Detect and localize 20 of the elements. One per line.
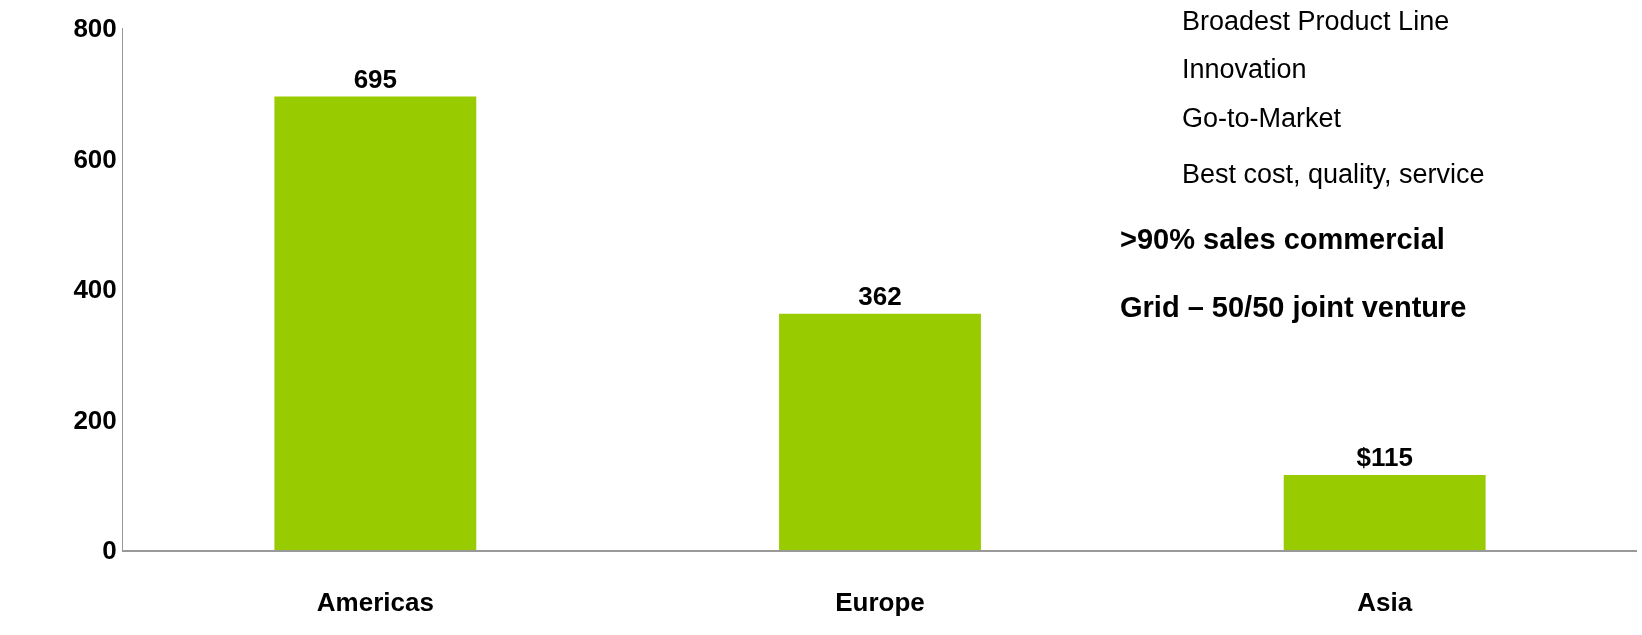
bar: [1283, 474, 1486, 550]
y-tick-label: 800: [73, 13, 117, 44]
annotation: Grid – 50/50 joint venture: [1120, 291, 1467, 323]
annotation: Go-to-Market: [1182, 103, 1342, 133]
y-tick-label: 200: [73, 404, 117, 435]
annotation: Innovation: [1182, 54, 1307, 84]
x-tick-label: Americas: [316, 587, 434, 618]
annotation: Best cost, quality, service: [1182, 159, 1485, 189]
data-label: 695: [353, 63, 398, 94]
x-tick-label: Europe: [835, 587, 925, 618]
x-tick-label: Asia: [1357, 587, 1413, 618]
bar: [274, 96, 477, 550]
bar: [779, 313, 981, 550]
y-tick-label: 400: [73, 274, 117, 305]
data-label: 362: [858, 280, 902, 311]
y-tick-label: 600: [73, 143, 117, 174]
annotation: >90% sales commercial: [1120, 223, 1445, 255]
data-label: $115: [1356, 441, 1413, 472]
annotation: Broadest Product Line: [1182, 6, 1450, 36]
y-tick-label: 0: [102, 535, 117, 566]
